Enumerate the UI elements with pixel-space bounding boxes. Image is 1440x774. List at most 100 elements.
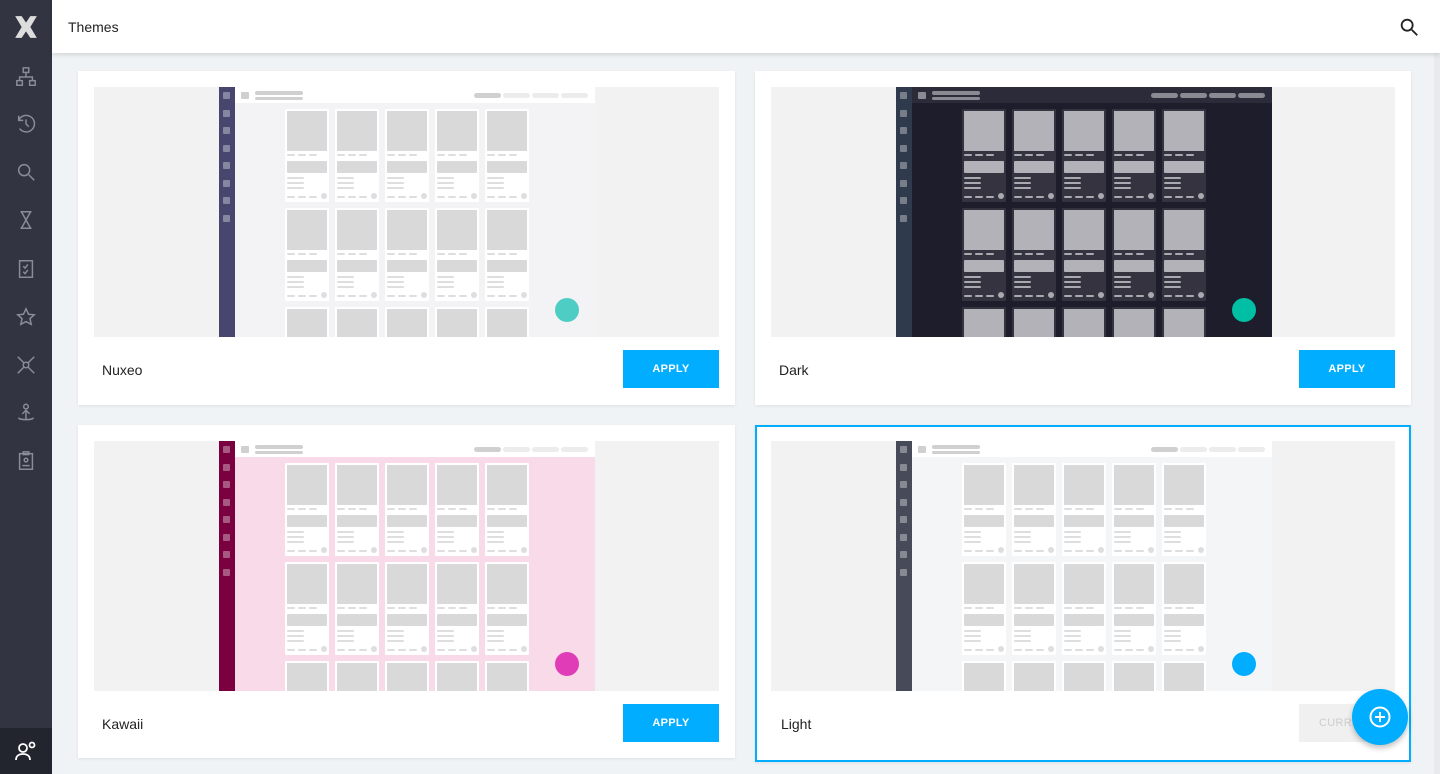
mock-shape (1164, 111, 1204, 151)
mock-shape (437, 663, 477, 691)
theme-card: Dark APPLY (755, 71, 1411, 405)
mock-shape (337, 614, 377, 626)
mock-shape (1164, 260, 1204, 272)
theme-name: Nuxeo (102, 362, 143, 378)
mock-shape (223, 179, 230, 187)
hourglass-icon[interactable] (0, 197, 52, 243)
mock-shape (1114, 177, 1131, 179)
mock-shape (471, 646, 477, 652)
apply-button[interactable]: APPLY (623, 350, 719, 388)
mock-shape (337, 550, 345, 552)
mock-shape (287, 607, 295, 609)
mock-shape (387, 465, 427, 505)
mock-shape (1136, 508, 1144, 510)
mock-shape (387, 111, 427, 151)
mock-shape (1209, 93, 1236, 98)
mock-shape (1164, 196, 1172, 198)
mock-shape (223, 446, 230, 453)
mock-shape (1025, 649, 1033, 651)
mock-shape (1014, 210, 1054, 250)
mock-shape (387, 630, 404, 632)
scrollbar[interactable] (1434, 53, 1440, 774)
mock-sidebar (896, 441, 912, 691)
mock-fab (1232, 652, 1256, 676)
mock-shape (359, 295, 367, 297)
mock-shape (387, 607, 395, 609)
mock-shape (409, 607, 417, 609)
apply-button[interactable]: APPLY (623, 704, 719, 742)
mock-shape (1114, 281, 1131, 283)
mock-shape (471, 292, 477, 298)
mock-shape (487, 196, 495, 198)
theme-name: Light (781, 716, 812, 732)
mock-shape (1164, 630, 1181, 632)
mock-shape (1014, 550, 1022, 552)
mock-shape (387, 295, 395, 297)
mock-shape (1164, 295, 1172, 297)
mock-shape (498, 196, 506, 198)
mock-shape (1064, 663, 1104, 691)
mock-shape (1164, 253, 1172, 255)
mock-shape (437, 640, 454, 642)
mock-shape (387, 286, 404, 288)
add-theme-button[interactable] (1352, 689, 1408, 745)
mock-shape (998, 646, 1004, 652)
mock-shape (387, 177, 404, 179)
clipboard-user-icon[interactable] (0, 438, 52, 484)
mock-shape (1098, 292, 1104, 298)
mock-shape (1064, 635, 1081, 637)
mock-shape (1014, 281, 1031, 283)
upload-icon[interactable] (0, 390, 52, 436)
favorites-icon[interactable] (0, 294, 52, 340)
mock-shape (1086, 253, 1094, 255)
mock-shape (1014, 607, 1022, 609)
mock-shape (1114, 276, 1131, 278)
mock-shape (1025, 550, 1033, 552)
browse-icon[interactable] (0, 54, 52, 100)
mock-shape (487, 309, 527, 337)
mock-shape (337, 635, 354, 637)
mock-shape (1064, 309, 1104, 337)
mock-shape (1164, 614, 1204, 626)
mock-shape (1136, 649, 1144, 651)
mock-shape (255, 451, 303, 454)
mock-shape (918, 92, 926, 99)
mock-shape (1114, 111, 1154, 151)
mock-shape (223, 568, 230, 576)
mock-shape (448, 550, 456, 552)
user-settings-icon[interactable] (0, 728, 52, 774)
mock-shape (1048, 646, 1054, 652)
mock-shape (241, 92, 249, 99)
mock-shape (1125, 253, 1133, 255)
mock-shape (964, 182, 981, 184)
mock-shape (359, 196, 367, 198)
search-icon[interactable] (1398, 16, 1420, 38)
mock-shape (437, 196, 445, 198)
apply-button[interactable]: APPLY (1299, 350, 1395, 388)
mock-shape (359, 253, 367, 255)
mock-shape (287, 196, 295, 198)
mock-shape (900, 481, 907, 488)
mock-shape (900, 463, 907, 471)
mock-shape (900, 551, 907, 558)
mock-shape (337, 210, 377, 250)
mock-shape (359, 649, 367, 651)
history-icon[interactable] (0, 101, 52, 147)
mock-shape (437, 210, 477, 250)
mock-shape (964, 515, 1004, 527)
mock-header (219, 441, 595, 457)
network-icon[interactable] (0, 342, 52, 388)
logo-icon[interactable] (0, 4, 52, 50)
mock-shape (474, 447, 501, 452)
mock-shape (1198, 547, 1204, 553)
mock-shape (1164, 508, 1172, 510)
mock-shape (337, 531, 354, 533)
mock-shape (900, 214, 907, 222)
tasks-icon[interactable] (0, 246, 52, 292)
mock-shape (964, 154, 972, 156)
search-icon[interactable] (0, 149, 52, 195)
mock-shape (337, 630, 354, 632)
mock-shape (1114, 508, 1122, 510)
mock-shape (498, 508, 506, 510)
mock-shape (1036, 295, 1044, 297)
